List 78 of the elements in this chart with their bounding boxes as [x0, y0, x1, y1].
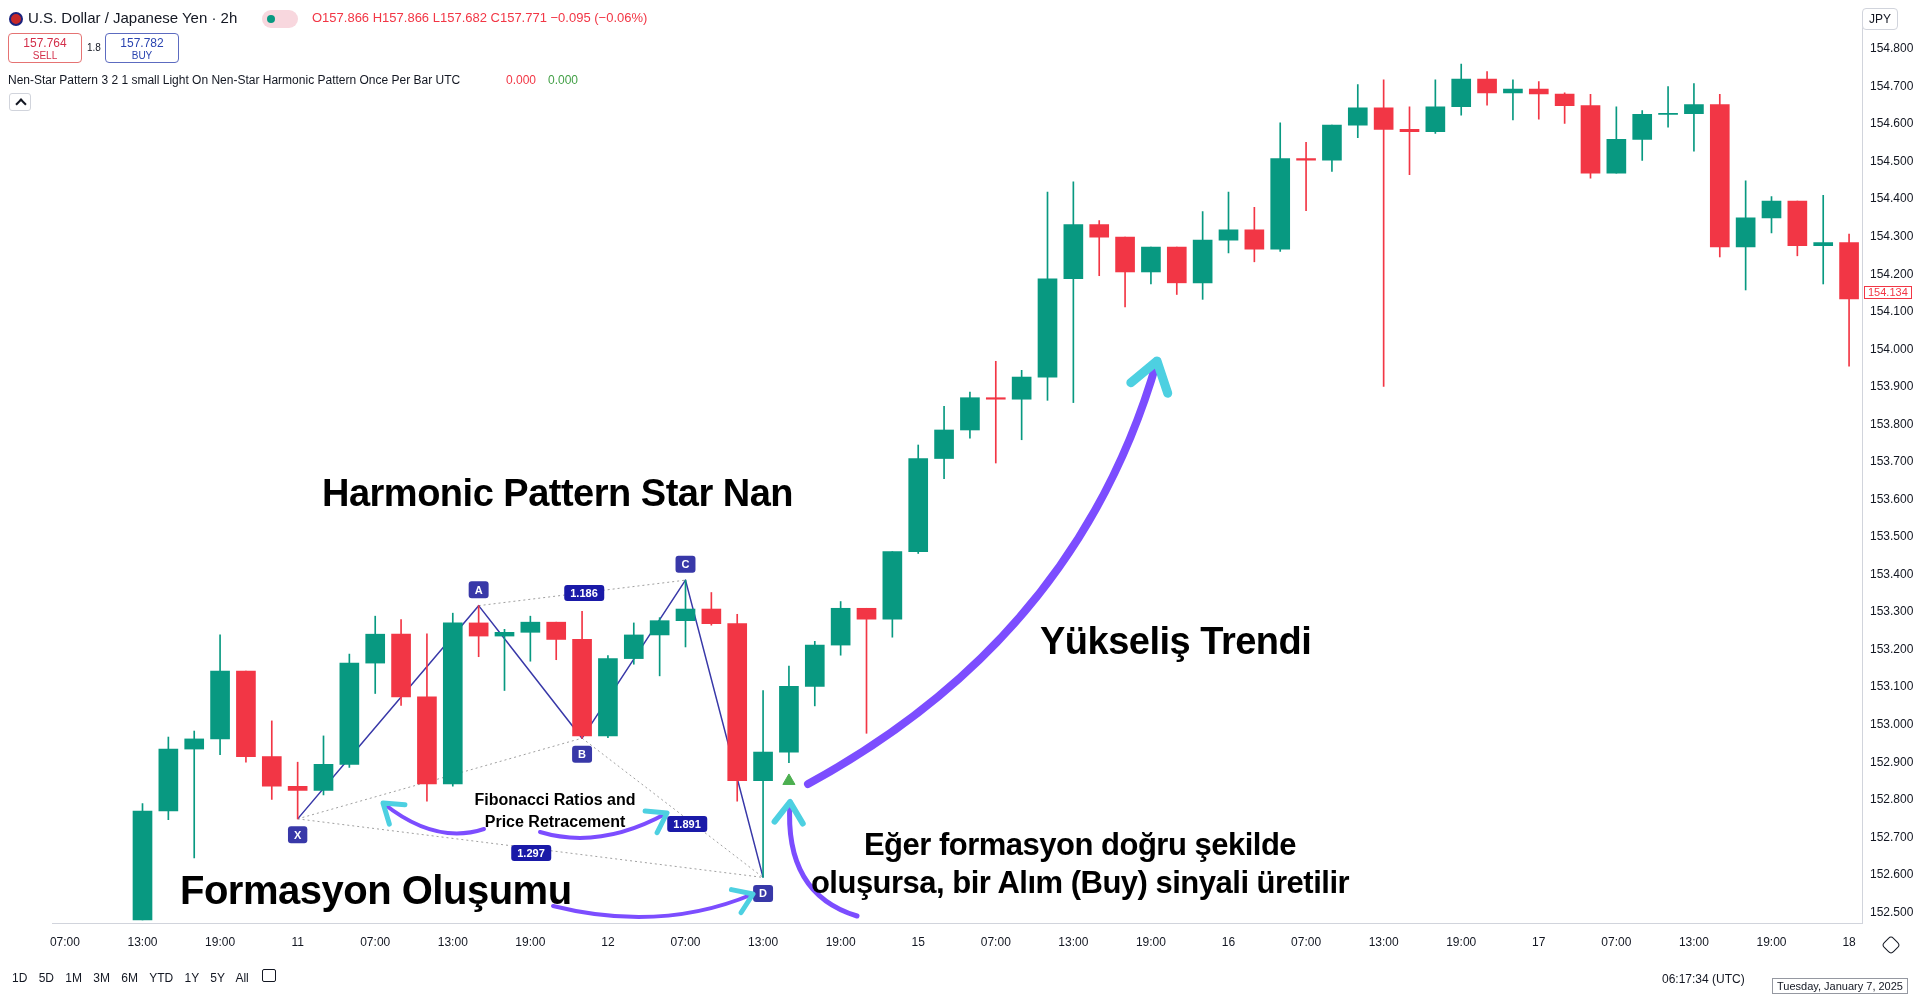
y-tick-label: 153.900 [1870, 379, 1914, 394]
x-tick-label: 07:00 [1291, 935, 1322, 950]
y-tick-label: 153.600 [1870, 491, 1914, 506]
y-tick-label: 152.700 [1870, 829, 1914, 844]
data-label: B [578, 748, 587, 761]
annotation: 0.000 [548, 73, 579, 87]
annotation: 157.764 [22, 36, 68, 50]
x-tick-label: 07:00 [980, 935, 1012, 950]
y-tick-label: 152.800 [1870, 792, 1914, 807]
y-tick-label: 153.200 [1870, 641, 1914, 656]
x-tick-label: 07:00 [1601, 935, 1632, 950]
x-tick-label: 15 [911, 935, 926, 950]
y-tick-label: 153.300 [1870, 604, 1914, 619]
x-tick-label: 13:00 [437, 935, 469, 950]
annotation: BUY [130, 50, 154, 61]
x-tick-label: 19:00 [205, 935, 236, 950]
annotation: 1.186 [564, 585, 604, 601]
y-tick-label: 154.700 [1870, 78, 1914, 93]
y-tick-label: 153.400 [1870, 566, 1914, 581]
annotation: 0.000 [506, 73, 537, 87]
text: JPY [1862, 8, 1899, 30]
x-tick-label: 07:00 [49, 935, 81, 950]
x-tick-label: 13:00 [1368, 935, 1399, 950]
annotation: 1.8 [87, 42, 101, 53]
annotation: Harmonic Pattern Star Nan [322, 472, 794, 515]
x-tick-label: 11 [291, 935, 305, 950]
y-tick-label: 154.500 [1870, 153, 1914, 168]
x-tick-label: 07:00 [360, 935, 391, 950]
text: Tuesday, January 7, 2025 [1772, 978, 1908, 994]
y-tick-label: 154.600 [1870, 116, 1914, 131]
annotation: 1.297 [511, 845, 551, 861]
x-tick-label: 13:00 [1058, 935, 1089, 950]
x-tick-label: 13:00 [748, 935, 779, 950]
x-tick-label: 17 [1532, 935, 1546, 950]
data-label: X [293, 828, 302, 841]
y-tick-label: 152.600 [1870, 867, 1914, 882]
chart-subtitle: O157.866 H157.866 L157.682 C157.771 −0.095 (−0.06%) [312, 10, 648, 25]
y-tick-label: 153.700 [1870, 454, 1914, 469]
x-tick-label: 13:00 [127, 935, 158, 950]
y-tick-label: 154.400 [1870, 191, 1914, 206]
y-tick-label: 154.300 [1870, 228, 1914, 243]
y-tick-label: 154.800 [1870, 41, 1914, 56]
y-tick-label: 153.000 [1870, 716, 1914, 731]
annotation: Fibonacci Ratios and Price Retracement [473, 790, 637, 832]
x-tick-label: 19:00 [825, 935, 856, 950]
text: 1D 5D 1M 3M 6M YTD 1Y 5Y All [12, 971, 249, 985]
x-tick-label: 07:00 [670, 935, 701, 950]
x-tick-label: 12 [601, 935, 615, 950]
y-tick-label: 152.900 [1870, 754, 1914, 769]
data-label: D [759, 887, 768, 900]
y-tick-label: 152.500 [1870, 904, 1914, 919]
annotation: 157.782 [119, 36, 165, 50]
buy-button: 157.782 BUY [105, 33, 179, 63]
x-tick-label: 19:00 [1446, 935, 1477, 950]
data-label: C [681, 558, 690, 571]
annotation: Eğer formasyon doğru şekilde oluşursa, bir Alım (Buy) sinyali üretilir [809, 826, 1351, 902]
chart-title: U.S. Dollar / Japanese Yen · 2h [28, 9, 238, 26]
annotation: Formasyon Oluşumu [180, 868, 572, 913]
annotation: SELL [31, 50, 59, 61]
x-tick-label: 16 [1221, 935, 1236, 950]
x-tick-label: 19:00 [1135, 935, 1167, 950]
y-tick-label: 154.200 [1870, 266, 1914, 281]
annotation: Yükseliş Trendi [1040, 620, 1312, 663]
y-tick-label: 153.500 [1870, 529, 1914, 544]
text: 06:17:34 (UTC) [1662, 972, 1745, 986]
x-tick-label: 19:00 [515, 935, 546, 950]
x-tick-label: 18 [1842, 935, 1857, 950]
annotation: 1.891 [667, 816, 707, 832]
y-tick-label: 153.800 [1870, 416, 1914, 431]
sell-button: 157.764 SELL [8, 33, 82, 63]
y-tick-label: 153.100 [1870, 679, 1914, 694]
data-label: A [474, 583, 483, 596]
x-tick-label: 13:00 [1678, 935, 1710, 950]
text: 154.134 [1864, 286, 1912, 299]
y-tick-label: 154.100 [1870, 304, 1914, 319]
annotation: Nen-Star Pattern 3 2 1 small Light On Nen-Star Harmonic Pattern Once Per Bar UTC [8, 73, 461, 87]
x-tick-label: 19:00 [1756, 935, 1787, 950]
y-tick-label: 154.000 [1870, 341, 1914, 356]
